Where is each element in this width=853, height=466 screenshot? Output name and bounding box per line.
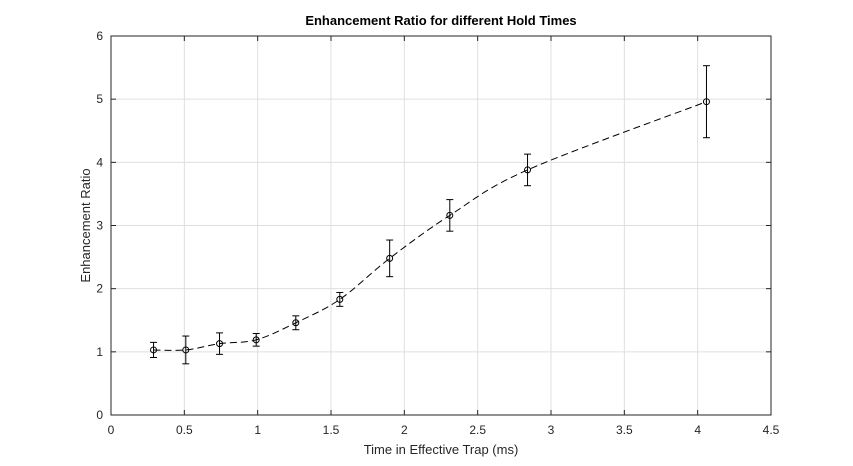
chart-title: Enhancement Ratio for different Hold Tim… [305, 13, 576, 28]
x-tick-label: 3 [548, 423, 555, 437]
y-tick-label: 6 [96, 29, 103, 43]
y-tick-label: 1 [96, 345, 103, 359]
error-bar [446, 199, 454, 232]
data-point [150, 346, 158, 354]
x-tick-label: 4 [694, 423, 701, 437]
x-tick-label: 4.5 [763, 423, 780, 437]
error-bar [182, 335, 190, 365]
y-tick-label: 2 [96, 282, 103, 296]
data-point [252, 336, 260, 344]
x-tick-label: 3.5 [616, 423, 633, 437]
data-point [446, 211, 454, 219]
data-point [524, 166, 532, 174]
data-point [292, 319, 300, 327]
error-bar [252, 333, 260, 347]
data-point [336, 295, 344, 303]
y-tick-label: 5 [96, 92, 103, 106]
axis-ticks [110, 35, 772, 416]
x-tick-label: 1.5 [323, 423, 340, 437]
data-point [386, 254, 394, 262]
series-line [153, 101, 707, 351]
y-axis-label: Enhancement Ratio [78, 168, 93, 282]
x-tick-label: 0 [108, 423, 115, 437]
y-tick-label: 4 [96, 155, 103, 169]
error-bar [216, 332, 224, 355]
y-tick-label: 0 [96, 408, 103, 422]
error-bar [702, 65, 710, 139]
data-point [216, 340, 224, 348]
x-tick-label: 0.5 [176, 423, 193, 437]
x-tick-label: 1 [254, 423, 261, 437]
series-enhancement-ratio [150, 65, 710, 365]
error-bar [336, 291, 344, 307]
x-tick-label: 2.5 [469, 423, 486, 437]
error-bar [150, 341, 158, 359]
y-tick-label: 3 [96, 219, 103, 233]
data-point [182, 346, 190, 354]
x-tick-label: 2 [401, 423, 408, 437]
error-bar [386, 239, 394, 278]
error-bar [292, 315, 300, 331]
x-axis-label: Time in Effective Trap (ms) [364, 442, 519, 457]
error-bar [524, 153, 532, 187]
data-point [702, 98, 710, 106]
